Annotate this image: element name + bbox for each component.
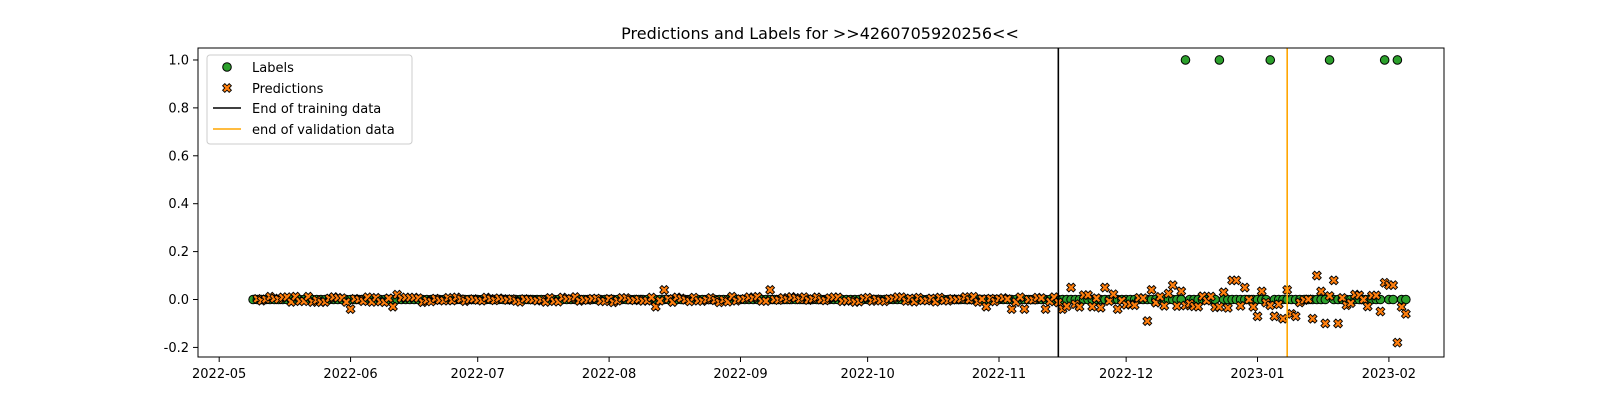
prediction-point [1019, 304, 1030, 315]
prediction-point [1265, 300, 1276, 311]
y-tick-label: 0.6 [168, 149, 189, 164]
x-tick-label: 2022-07 [451, 367, 505, 382]
label-point [1324, 55, 1335, 65]
prediction-point [1142, 316, 1153, 327]
plot-frame [197, 47, 1445, 358]
prediction-point [1239, 282, 1250, 293]
y-tick-label: 0.2 [168, 245, 189, 260]
prediction-point [1167, 280, 1178, 291]
prediction-point [1138, 293, 1149, 304]
label-point [1265, 55, 1276, 65]
y-tick-label: 0.8 [168, 101, 189, 116]
prediction-point [1176, 286, 1187, 297]
prediction-point [1074, 301, 1085, 312]
legend-label-predictions: Predictions [252, 82, 324, 97]
x-tick-label: 2022-08 [582, 367, 636, 382]
vertical-lines-layer [1057, 48, 1288, 357]
x-tick-label: 2022-06 [323, 367, 377, 382]
label-point [1388, 294, 1398, 305]
legend-entry-training: End of training data [213, 102, 381, 117]
prediction-point [1002, 293, 1013, 305]
x-tick-label: 2022-05 [192, 367, 246, 382]
prediction-point [1333, 318, 1344, 329]
label-point [1392, 55, 1403, 65]
label-point [1401, 294, 1411, 305]
prediction-point [1328, 275, 1339, 286]
prediction-point [1091, 293, 1102, 304]
prediction-point [1222, 302, 1233, 313]
prediction-point [1290, 311, 1301, 322]
legend-label-validation: end of validation data [252, 123, 395, 138]
prediction-point [1159, 300, 1170, 311]
prediction-point [1146, 284, 1157, 295]
y-tick-label: 0.0 [168, 293, 189, 308]
x-tick-label: 2023-01 [1230, 367, 1284, 382]
prediction-point [1036, 293, 1047, 304]
axes-layer: -0.2 0.0 0.2 0.4 0.6 0.8 1.0 2022-05 2022-06 2022… [164, 47, 1445, 382]
x-tick-label: 2022-09 [713, 367, 767, 382]
prediction-point [1082, 290, 1094, 301]
legend-frame [206, 54, 413, 145]
prediction-point [654, 295, 665, 306]
chart-title: Predictions and Labels for >>42607059202… [621, 24, 1019, 43]
y-tick-label: -0.2 [164, 341, 189, 356]
legend-entry-validation: end of validation data [213, 123, 395, 138]
prediction-point [1205, 291, 1216, 302]
prediction-point [1193, 301, 1204, 312]
prediction-point [1400, 308, 1411, 319]
legend-marker-labels [222, 62, 232, 72]
x-tick-label: 2023-02 [1362, 367, 1416, 382]
prediction-point [1171, 301, 1183, 312]
prediction-point [1371, 290, 1382, 301]
prediction-point [345, 304, 356, 315]
prediction-point [1099, 282, 1110, 293]
x-tick-label: 2022-12 [1099, 367, 1153, 382]
prediction-point [1252, 311, 1263, 322]
prediction-point [1388, 280, 1399, 291]
prediction-point [1248, 301, 1259, 312]
prediction-point [1307, 313, 1318, 324]
prediction-point [1095, 302, 1106, 313]
legend-label-labels: Labels [252, 61, 294, 76]
y-tick-label: 1.0 [168, 53, 189, 68]
prediction-point [1235, 300, 1246, 311]
prediction-point [1269, 311, 1280, 322]
prediction-point [1108, 289, 1119, 300]
label-point [1379, 55, 1390, 65]
prediction-point [1303, 294, 1314, 305]
prediction-point [1214, 301, 1225, 312]
prediction-point [1320, 318, 1331, 329]
prediction-point [1277, 313, 1288, 324]
points-layer [248, 55, 1411, 348]
prediction-point [765, 284, 776, 295]
prediction-point [1375, 306, 1386, 317]
legend-marker-predictions [221, 82, 233, 94]
prediction-point [1324, 290, 1335, 302]
prediction-point [1061, 301, 1072, 312]
legend-entry-labels: Labels [222, 61, 294, 76]
y-tick-label: 0.4 [168, 197, 189, 212]
legend-entry-predictions: Predictions [221, 82, 324, 97]
prediction-point [1218, 287, 1229, 298]
prediction-point [1392, 337, 1403, 348]
prediction-point [387, 301, 398, 312]
prediction-point [760, 296, 771, 307]
prediction-point [1231, 275, 1242, 286]
x-tick-label: 2022-10 [840, 367, 894, 382]
prediction-point [1362, 301, 1373, 312]
prediction-point [1015, 292, 1026, 303]
prediction-point [1311, 270, 1322, 281]
label-point [1180, 55, 1191, 65]
prediction-point [1256, 286, 1267, 297]
legend-label-training: End of training data [252, 102, 381, 117]
prediction-point [1273, 299, 1284, 310]
x-tick-label: 2022-11 [972, 367, 1026, 382]
label-point [1214, 55, 1225, 65]
prediction-point [1316, 286, 1327, 297]
legend: Labels Predictions End of training data … [206, 54, 413, 145]
prediction-point [1066, 282, 1077, 293]
